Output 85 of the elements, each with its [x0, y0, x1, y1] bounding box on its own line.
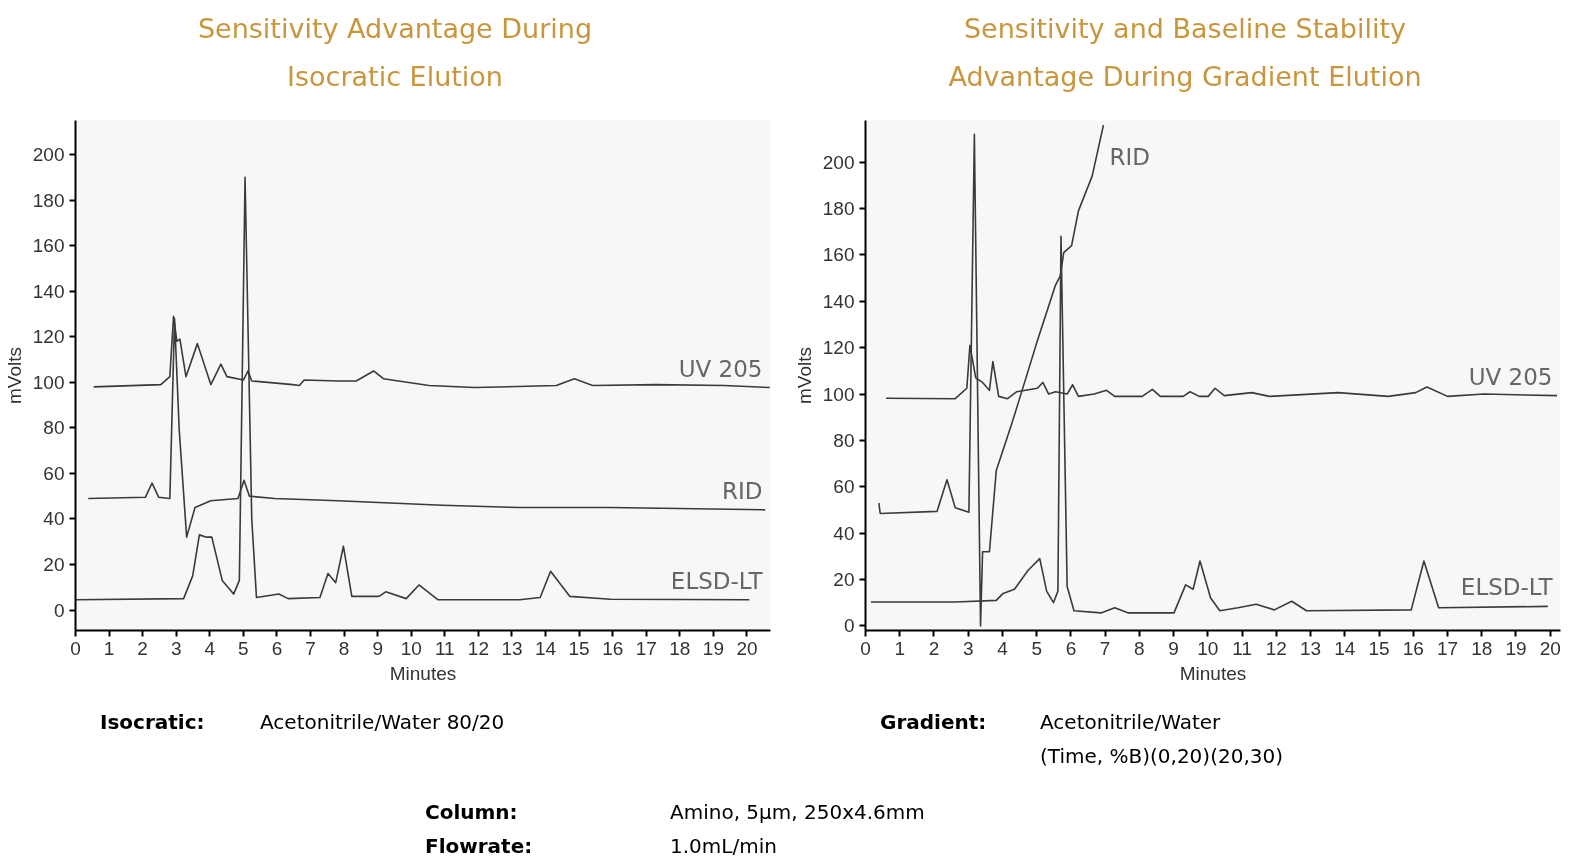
- y-axis-title: mVolts: [3, 346, 25, 405]
- series-label: ELSD-LT: [670, 567, 764, 594]
- x-tick-label: 12: [467, 637, 489, 659]
- y-tick-label: 180: [822, 198, 855, 220]
- y-tick-label: 120: [822, 337, 855, 359]
- x-tick-label: 10: [400, 637, 422, 659]
- series-label: UV 205: [1468, 363, 1553, 390]
- text: Acetonitrile/Water: [1040, 710, 1221, 734]
- x-tick-label: 14: [534, 637, 557, 659]
- x-tick-label: 8: [1134, 637, 1145, 659]
- y-tick-label: 60: [43, 462, 65, 484]
- text: Gradient:: [880, 709, 988, 736]
- y-tick-label: 140: [822, 290, 855, 312]
- y-tick-label: 100: [32, 371, 65, 393]
- x-tick-label: 7: [1099, 637, 1111, 659]
- x-tick-label: 16: [602, 637, 624, 659]
- x-tick-label: 11: [434, 637, 455, 659]
- x-tick-label: 0: [70, 637, 81, 659]
- text: Amino, 5µm, 250x4.6mm: [670, 799, 925, 826]
- x-tick-label: 13: [501, 637, 523, 659]
- series-label: ELSD-LT: [1460, 574, 1554, 601]
- x-tick-label: 11: [1232, 637, 1252, 659]
- x-tick-label: 19: [702, 637, 724, 659]
- x-tick-label: 14: [1334, 637, 1356, 659]
- x-tick-label: 15: [1368, 637, 1390, 659]
- text: Isocratic:: [100, 709, 206, 736]
- x-tick-label: 6: [1065, 637, 1077, 659]
- x-tick-label: 17: [635, 637, 657, 659]
- y-tick-label: 60: [833, 476, 855, 498]
- x-tick-label: 13: [1300, 637, 1322, 659]
- x-tick-label: 4: [997, 637, 1009, 659]
- x-tick-label: 5: [1031, 637, 1042, 659]
- y-tick-label: 20: [833, 569, 855, 590]
- chart-title: Sensitivity and Baseline Stability Advantage During Gradient Elution: [947, 12, 1423, 94]
- x-tick-label: 12: [1265, 637, 1287, 659]
- x-tick-label: 19: [1505, 637, 1527, 659]
- x-tick-label: 16: [1402, 637, 1424, 659]
- y-tick-label: 0: [53, 599, 65, 621]
- x-tick-label: 3: [170, 637, 182, 659]
- y-tick-label: 80: [833, 429, 855, 451]
- series-label: RID: [1109, 144, 1150, 171]
- x-tick-label: 8: [338, 637, 350, 659]
- x-tick-label: 2: [928, 637, 940, 659]
- y-tick-label: 200: [32, 144, 65, 166]
- y-tick-label: 100: [822, 383, 855, 405]
- x-tick-label: 1: [103, 637, 115, 659]
- y-tick-label: 140: [32, 280, 65, 302]
- y-tick-label: 20: [43, 553, 65, 575]
- x-tick-label: 9: [1168, 637, 1179, 659]
- y-tick-label: 160: [822, 244, 855, 266]
- series-label: UV 205: [678, 355, 763, 382]
- y-tick-label: 200: [822, 151, 855, 173]
- y-tick-label: 40: [833, 522, 855, 544]
- y-axis-title: mVolts: [793, 346, 815, 405]
- x-tick-label: 20: [736, 637, 758, 659]
- chart-title: Sensitivity Advantage During Isocratic Elution: [196, 12, 594, 94]
- x-tick-label: 1: [894, 637, 906, 659]
- x-tick-label: 5: [238, 637, 249, 659]
- x-tick-label: 20: [1539, 637, 1561, 659]
- x-tick-label: 17: [1436, 637, 1459, 659]
- x-axis-title: Minutes: [389, 662, 457, 684]
- y-tick-label: 40: [43, 508, 65, 530]
- x-tick-label: 18: [669, 637, 691, 659]
- text: 1.0mL/min: [670, 833, 777, 860]
- text: Flowrate:: [425, 833, 534, 860]
- x-tick-label: 4: [204, 637, 216, 659]
- text: Acetonitrile/Water 80/20: [260, 709, 505, 736]
- x-tick-label: 7: [305, 637, 316, 659]
- x-tick-label: 18: [1471, 637, 1493, 659]
- x-tick-label: 15: [568, 637, 590, 659]
- y-tick-label: 160: [32, 235, 65, 257]
- y-tick-label: 80: [43, 417, 65, 439]
- x-tick-label: 3: [962, 637, 974, 659]
- x-axis-title: Minutes: [1179, 662, 1247, 684]
- text: (Time, %B)(0,20)(20,30): [1040, 744, 1283, 768]
- x-tick-label: 6: [271, 637, 283, 659]
- x-tick-label: 0: [860, 637, 871, 659]
- x-tick-label: 10: [1197, 637, 1219, 659]
- y-tick-label: 0: [843, 615, 855, 637]
- text: Column:: [425, 799, 519, 826]
- x-tick-label: 9: [372, 637, 383, 659]
- series-label: RID: [722, 477, 763, 504]
- x-tick-label: 2: [137, 637, 148, 659]
- y-tick-label: 180: [32, 189, 65, 211]
- y-tick-label: 120: [32, 326, 65, 348]
